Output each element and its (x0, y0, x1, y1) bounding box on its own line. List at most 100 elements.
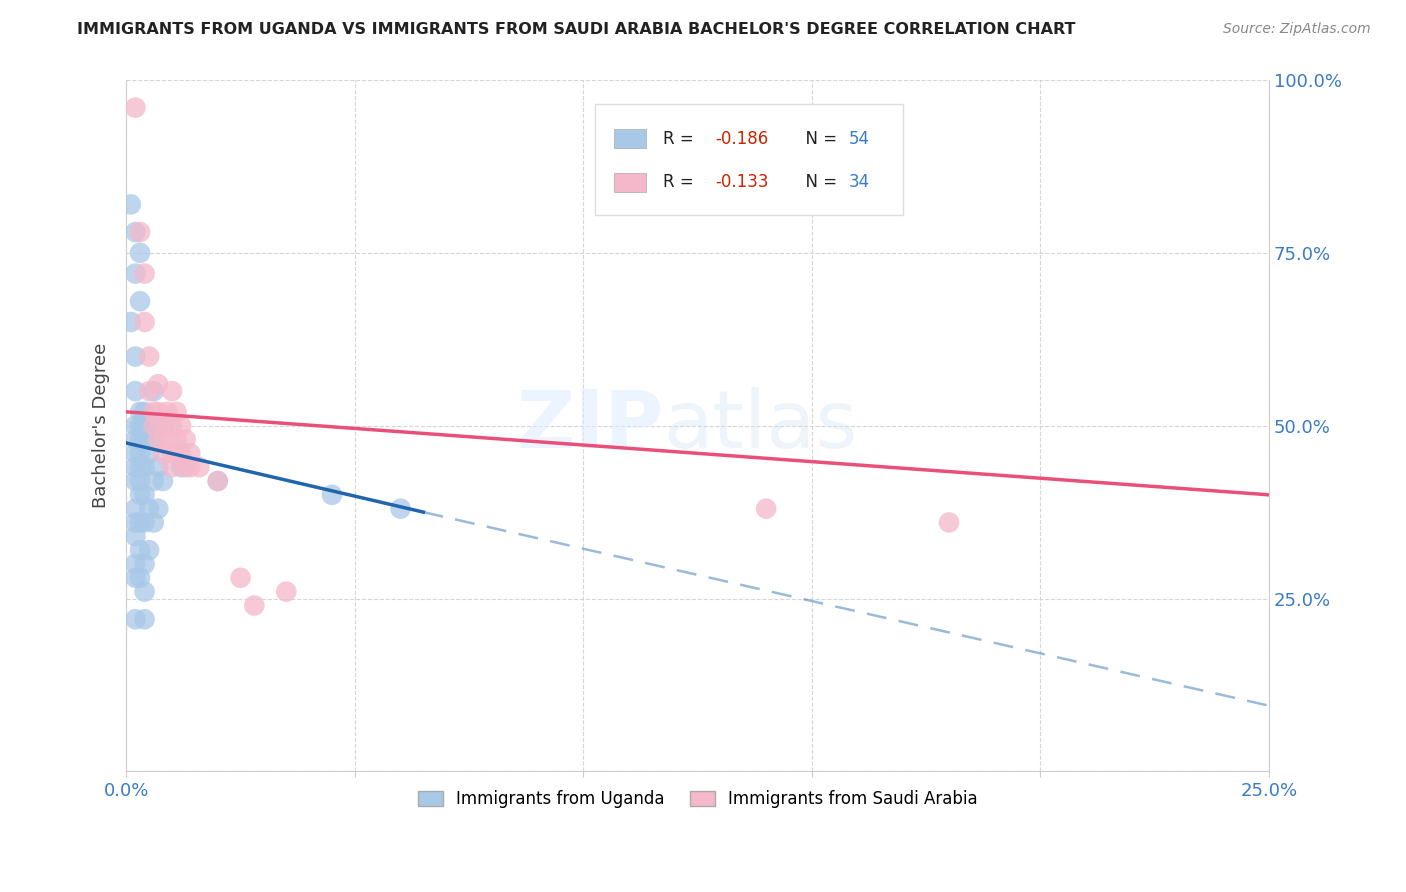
Point (129, 225, 152, 239)
Point (124, 225, 146, 239)
Point (170, 446, 193, 460)
Point (166, 405, 188, 419)
Point (138, 350, 160, 364)
Point (124, 460, 146, 475)
Y-axis label: Bachelor's Degree: Bachelor's Degree (93, 343, 110, 508)
Point (134, 557, 156, 571)
Text: 34: 34 (848, 173, 869, 191)
Point (129, 418, 152, 433)
Point (142, 405, 165, 419)
Point (389, 501, 412, 516)
Point (160, 460, 183, 475)
Point (148, 433, 170, 447)
Point (170, 460, 193, 475)
Point (124, 557, 146, 571)
Legend: Immigrants from Uganda, Immigrants from Saudi Arabia: Immigrants from Uganda, Immigrants from … (411, 783, 984, 815)
Point (124, 516, 146, 530)
Point (152, 474, 174, 488)
Point (938, 516, 960, 530)
Text: -0.186: -0.186 (714, 129, 768, 148)
Point (138, 501, 160, 516)
Point (166, 433, 188, 447)
Point (170, 418, 193, 433)
Point (160, 418, 183, 433)
Point (276, 584, 298, 599)
Point (179, 446, 201, 460)
Point (179, 460, 201, 475)
Point (156, 405, 179, 419)
Point (134, 584, 156, 599)
Point (207, 474, 229, 488)
Point (134, 516, 156, 530)
Point (124, 612, 146, 626)
Point (129, 488, 152, 502)
Point (120, 197, 142, 211)
Point (138, 418, 160, 433)
Point (134, 315, 156, 329)
Point (138, 446, 160, 460)
Point (152, 418, 174, 433)
Point (142, 418, 165, 433)
Point (134, 405, 156, 419)
Text: IMMIGRANTS FROM UGANDA VS IMMIGRANTS FROM SAUDI ARABIA BACHELOR'S DEGREE CORRELA: IMMIGRANTS FROM UGANDA VS IMMIGRANTS FRO… (77, 22, 1076, 37)
Point (134, 612, 156, 626)
Text: N =: N = (794, 129, 842, 148)
Text: 54: 54 (848, 129, 869, 148)
Point (124, 350, 146, 364)
Point (134, 460, 156, 475)
Point (160, 446, 183, 460)
Point (148, 405, 170, 419)
Point (321, 488, 343, 502)
Point (188, 460, 211, 475)
Point (134, 418, 156, 433)
Point (124, 101, 146, 115)
Point (129, 294, 152, 309)
Point (124, 267, 146, 281)
Text: ZIP: ZIP (516, 386, 664, 465)
Point (124, 529, 146, 543)
Point (129, 571, 152, 585)
Point (129, 474, 152, 488)
Point (124, 433, 146, 447)
Text: R =: R = (664, 173, 699, 191)
Point (124, 446, 146, 460)
Point (129, 543, 152, 558)
Point (124, 571, 146, 585)
Point (124, 474, 146, 488)
FancyBboxPatch shape (595, 104, 903, 215)
Point (207, 474, 229, 488)
Point (134, 433, 156, 447)
Point (124, 501, 146, 516)
Point (142, 433, 165, 447)
Point (174, 433, 197, 447)
FancyBboxPatch shape (614, 129, 647, 148)
Point (129, 460, 152, 475)
Text: R =: R = (664, 129, 699, 148)
Point (134, 267, 156, 281)
Point (138, 543, 160, 558)
Point (129, 245, 152, 260)
Point (229, 571, 252, 585)
Point (138, 384, 160, 398)
Point (156, 433, 179, 447)
Point (129, 433, 152, 447)
Point (148, 377, 170, 392)
Point (243, 599, 266, 613)
Point (142, 516, 165, 530)
Point (129, 516, 152, 530)
Point (120, 315, 142, 329)
Point (129, 405, 152, 419)
Point (134, 488, 156, 502)
Point (152, 446, 174, 460)
Point (124, 418, 146, 433)
Text: Source: ZipAtlas.com: Source: ZipAtlas.com (1223, 22, 1371, 37)
Point (148, 501, 170, 516)
Point (174, 460, 197, 475)
Text: N =: N = (794, 173, 842, 191)
Point (129, 446, 152, 460)
Point (124, 384, 146, 398)
Point (755, 501, 778, 516)
Text: atlas: atlas (664, 386, 858, 465)
Point (148, 460, 170, 475)
Point (142, 384, 165, 398)
